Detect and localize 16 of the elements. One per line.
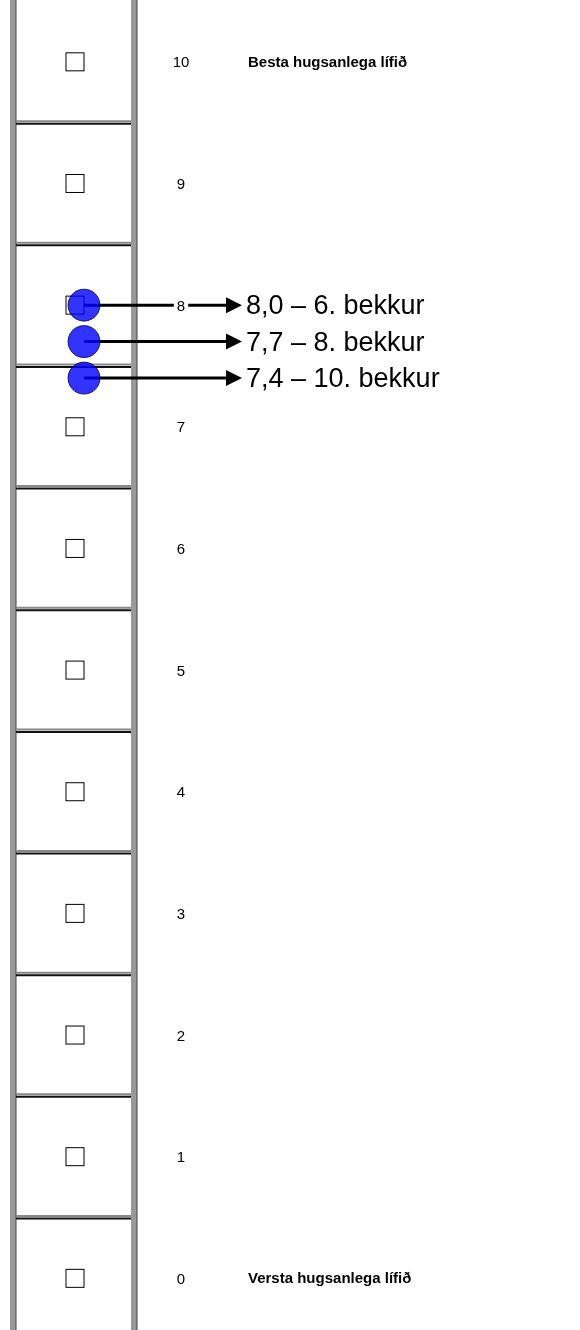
y-tick-label: 4 [176, 783, 186, 801]
y-tick-label: 0 [176, 1269, 186, 1287]
y-tick-label: 6 [176, 539, 186, 557]
y-tick-label: 2 [176, 1026, 186, 1044]
y-tick-label: 7 [176, 418, 186, 436]
y-tick-label: 5 [176, 661, 186, 679]
y-tick-label: 10 [172, 53, 190, 71]
text: Versta hugsanlega lífið [248, 1269, 412, 1287]
y-tick-label: 9 [176, 174, 186, 192]
y-tick-label: 8 [176, 296, 186, 314]
text: 8,0 – 6. bekkur [246, 290, 425, 321]
text: 7,4 – 10. bekkur [246, 363, 440, 394]
text: 7,7 – 8. bekkur [246, 326, 425, 357]
y-tick-label: 3 [176, 904, 186, 922]
y-tick-label: 1 [176, 1148, 186, 1166]
text: Besta hugsanlega lífið [248, 52, 408, 70]
